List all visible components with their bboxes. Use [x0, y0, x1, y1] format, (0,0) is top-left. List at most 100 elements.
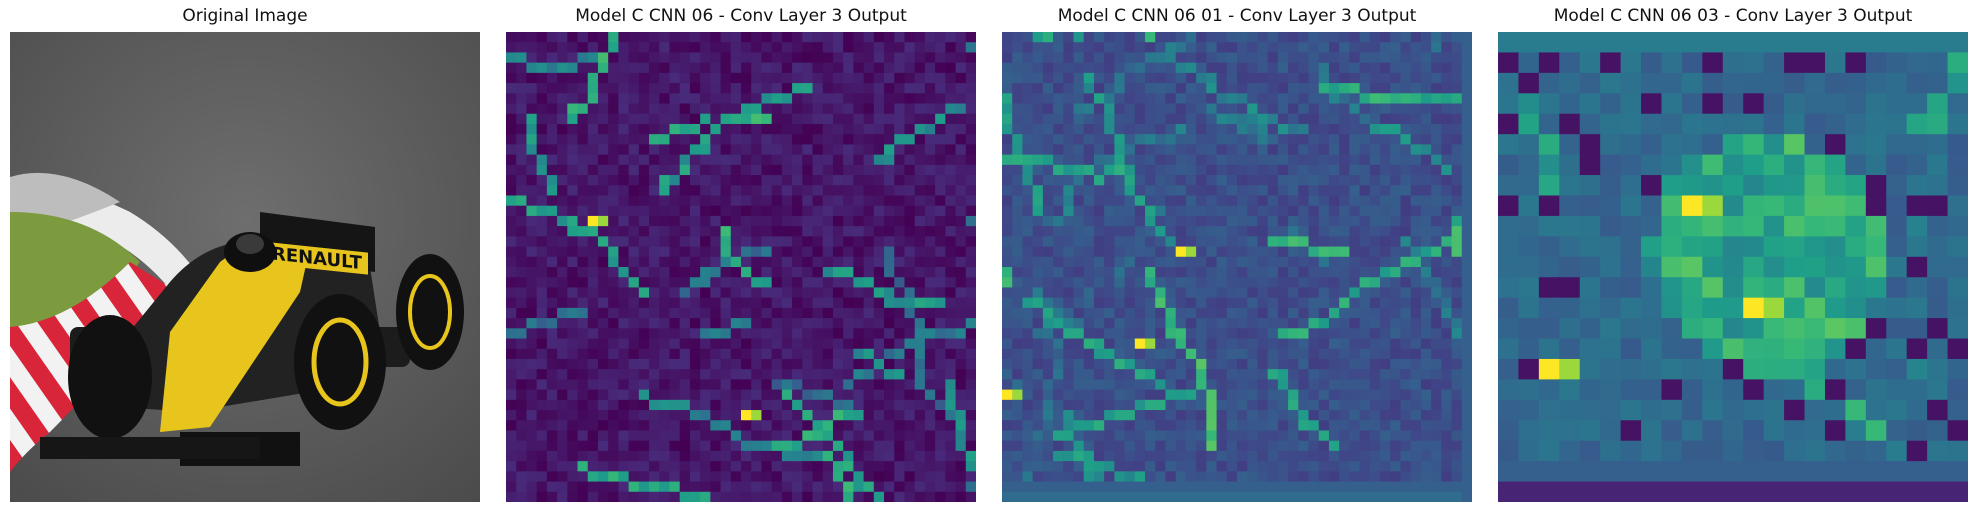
heatmap-cell	[1318, 42, 1330, 54]
heatmap-cell	[516, 481, 528, 493]
heatmap-cell	[1400, 62, 1412, 74]
heatmap-cell	[1328, 164, 1340, 176]
heatmap-cell	[1104, 103, 1115, 115]
heatmap-cell	[720, 113, 732, 125]
heatmap-cell	[792, 185, 803, 197]
heatmap-cell	[1104, 154, 1115, 166]
heatmap-cell	[1022, 358, 1034, 370]
heatmap-cell	[597, 450, 609, 462]
heatmap-cell	[577, 287, 589, 299]
heatmap-cell	[597, 287, 609, 299]
heatmap-cell	[1145, 420, 1156, 432]
heatmap-cell	[781, 205, 793, 217]
heatmap-cell	[1165, 440, 1177, 452]
heatmap-cell	[659, 318, 671, 329]
heatmap-cell	[1328, 318, 1340, 329]
heatmap-cell	[945, 420, 957, 432]
heatmap-cell	[1661, 93, 1683, 115]
heatmap-cell	[1185, 491, 1197, 502]
heatmap-cell	[914, 185, 926, 197]
heatmap-cell	[781, 277, 793, 289]
heatmap-cell	[1042, 32, 1054, 43]
heatmap-cell	[1032, 154, 1044, 166]
heatmap-cell	[1661, 338, 1683, 360]
heatmap-cell	[1359, 113, 1371, 125]
heatmap-cell	[1804, 134, 1826, 156]
heatmap-cell	[659, 256, 671, 268]
heatmap-cell	[1390, 481, 1402, 493]
heatmap-cell	[1400, 420, 1412, 432]
heatmap-cell	[1032, 348, 1044, 360]
heatmap-cell	[1400, 195, 1412, 207]
heatmap-cell	[1114, 318, 1126, 329]
heatmap-cell	[812, 328, 824, 340]
heatmap-cell	[761, 287, 773, 299]
heatmap-cell	[1369, 369, 1381, 380]
heatmap-cell	[1196, 256, 1207, 268]
heatmap-cell	[1400, 256, 1412, 268]
heatmap-cell	[1237, 154, 1248, 166]
heatmap-cell	[1206, 318, 1218, 329]
heatmap-cell	[1134, 123, 1146, 135]
heatmap-cell	[1620, 134, 1642, 156]
heatmap-cell	[567, 440, 579, 452]
heatmap-cell	[1022, 338, 1034, 350]
heatmap-cell	[761, 195, 773, 207]
heatmap-cell	[843, 93, 854, 105]
heatmap-cell	[1538, 154, 1560, 176]
heatmap-cell	[1124, 410, 1136, 421]
heatmap-cell	[945, 369, 957, 380]
heatmap-cell	[1134, 256, 1146, 268]
heatmap-cell	[1947, 154, 1968, 176]
heatmap-cell	[1206, 226, 1218, 237]
heatmap-cell	[1339, 154, 1350, 166]
heatmap-cell	[1328, 72, 1340, 84]
heatmap-cell	[914, 461, 926, 472]
heatmap-cell	[935, 134, 946, 145]
heatmap-cell	[955, 297, 967, 309]
heatmap-cell	[577, 134, 589, 145]
heatmap-cell	[710, 358, 722, 370]
heatmap-cell	[1390, 256, 1402, 268]
heatmap-cell	[679, 318, 691, 329]
heatmap-cell	[1359, 461, 1371, 472]
heatmap-cell	[1369, 379, 1381, 391]
heatmap-cell	[863, 369, 875, 380]
heatmap-cell	[1206, 256, 1218, 268]
heatmap-cell	[1237, 348, 1248, 360]
heatmap-cell	[659, 32, 671, 43]
heatmap-cell	[843, 175, 854, 186]
heatmap-cell	[1267, 123, 1279, 135]
heatmap-cell	[1237, 277, 1248, 289]
heatmap-cell	[1380, 328, 1391, 340]
heatmap-cell	[659, 481, 671, 493]
heatmap-cell	[781, 481, 793, 493]
heatmap-cell	[1145, 389, 1156, 401]
heatmap-cell	[608, 134, 619, 145]
heatmap-cell	[1359, 318, 1371, 329]
heatmap-cell	[1498, 277, 1520, 299]
heatmap-cell	[1318, 410, 1330, 421]
heatmap-cell	[536, 450, 548, 462]
heatmap-cell	[1053, 307, 1064, 319]
heatmap-cell	[1328, 481, 1340, 493]
heatmap-cell	[618, 328, 630, 340]
heatmap-cell	[1947, 52, 1968, 74]
heatmap-cell	[638, 205, 650, 217]
heatmap-cell	[1288, 318, 1299, 329]
heatmap-cell	[1288, 471, 1299, 483]
heatmap-cell	[873, 236, 885, 248]
heatmap-cell	[536, 93, 548, 105]
heatmap-cell	[1134, 267, 1146, 278]
heatmap-cell	[730, 399, 742, 411]
heatmap-cell	[1784, 236, 1806, 258]
heatmap-cell	[1206, 277, 1218, 289]
heatmap-cell	[597, 348, 609, 360]
heatmap-cell	[1763, 338, 1785, 360]
heatmap-cell	[1267, 450, 1279, 462]
heatmap-cell	[1216, 277, 1228, 289]
heatmap-cell	[1288, 205, 1299, 217]
heatmap-cell	[577, 123, 589, 135]
heatmap-cell	[1906, 277, 1928, 299]
heatmap-cell	[1063, 287, 1075, 299]
